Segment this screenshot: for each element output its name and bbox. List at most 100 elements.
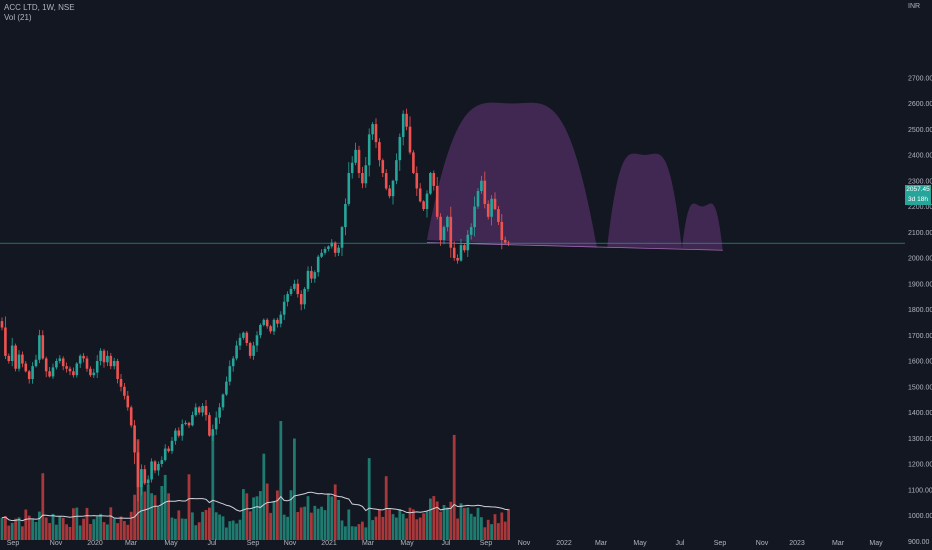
volume-bar xyxy=(313,505,317,540)
volume-bar xyxy=(95,516,99,540)
currency-label: INR xyxy=(908,3,921,10)
candle-body xyxy=(446,216,449,228)
time-tick-label: Nov xyxy=(284,540,297,547)
candle-body xyxy=(133,425,136,453)
time-tick-label: Sep xyxy=(480,540,493,547)
volume-bar xyxy=(507,508,510,540)
candle-body xyxy=(116,361,119,380)
candle-body xyxy=(476,191,480,207)
volume-bar xyxy=(395,517,398,540)
candle-body xyxy=(347,173,351,204)
candle-body xyxy=(4,327,7,356)
volume-bar xyxy=(58,516,62,540)
volume-bar xyxy=(48,523,51,540)
volume-bar xyxy=(174,518,177,540)
candle-body xyxy=(320,252,323,257)
volume-bar xyxy=(469,513,473,540)
volume-moving-average-line xyxy=(1,491,509,522)
candle-body xyxy=(418,188,422,202)
volume-bar xyxy=(262,453,266,540)
volume-bar xyxy=(435,501,439,540)
volume-bar xyxy=(129,511,133,540)
candle-body xyxy=(106,355,109,363)
candle-body xyxy=(143,469,147,484)
time-axis[interactable]: Sep Nov 2020 Mar May Jul Sep Nov 2021 Mar May Jul Se… xyxy=(7,540,883,547)
candle-body xyxy=(299,294,303,305)
volume-bar xyxy=(473,516,476,540)
volume-bar xyxy=(242,489,245,540)
volume-bar xyxy=(211,432,215,540)
volume-bar xyxy=(398,508,402,540)
volume-bar xyxy=(248,511,252,540)
volume-bar xyxy=(371,520,374,540)
volume-histogram xyxy=(0,421,510,540)
candle-body xyxy=(480,180,483,192)
candle-body xyxy=(381,160,385,174)
candle-body xyxy=(469,227,473,235)
symbol-title[interactable]: ACC LTD, 1W, NSE xyxy=(4,3,75,12)
volume-bar xyxy=(225,527,228,540)
volume-bar xyxy=(55,524,58,540)
price-tick-label: 2200.00 xyxy=(908,204,932,211)
volume-bar xyxy=(354,526,357,540)
volume-bar xyxy=(204,509,208,540)
volume-bar xyxy=(279,421,283,540)
price-tick-label: 1800.00 xyxy=(908,307,932,314)
candle-body xyxy=(442,227,446,240)
candle-body xyxy=(429,173,432,194)
candle-body xyxy=(211,429,215,436)
candle-body xyxy=(95,361,99,373)
volume-bar xyxy=(123,521,126,540)
price-axis[interactable]: 800.00900.001000.001100.001200.001300.00… xyxy=(908,75,932,550)
candle-body xyxy=(72,371,75,376)
volume-bar xyxy=(194,525,198,540)
candle-body xyxy=(34,359,38,367)
candle-body xyxy=(112,361,116,367)
volume-indicator-label[interactable]: Vol (21) xyxy=(4,13,32,22)
volume-bar xyxy=(82,518,85,540)
volume-bar xyxy=(337,499,340,540)
candle-body xyxy=(163,448,167,461)
volume-bar xyxy=(449,501,453,540)
volume-bar xyxy=(41,473,45,540)
candle-body xyxy=(507,242,510,244)
volume-bar xyxy=(157,507,160,540)
volume-bar xyxy=(439,511,442,540)
volume-bar xyxy=(245,493,249,540)
candle-body xyxy=(425,193,429,210)
candle-body xyxy=(92,372,96,376)
volume-bar xyxy=(119,516,123,540)
pattern-head-shape xyxy=(427,102,597,248)
candle-body xyxy=(350,162,354,174)
time-tick-label: Jul xyxy=(442,540,451,547)
volume-bar xyxy=(286,516,289,540)
candle-body xyxy=(235,345,238,359)
volume-bar xyxy=(44,517,48,540)
volume-bar xyxy=(357,524,361,540)
candle-body xyxy=(153,461,157,471)
candle-body xyxy=(41,335,45,359)
volume-bar xyxy=(72,508,75,540)
volume-bar xyxy=(480,517,483,540)
price-tick-label: 1400.00 xyxy=(908,410,932,417)
time-tick-label: May xyxy=(869,540,883,547)
candle-body xyxy=(238,337,242,346)
candle-body xyxy=(157,464,160,471)
volume-bar xyxy=(61,517,65,540)
volume-bar xyxy=(112,518,116,540)
volume-bar xyxy=(364,527,368,540)
time-tick-label: 2023 xyxy=(789,540,805,547)
candle-body xyxy=(204,406,208,416)
volume-bar xyxy=(126,524,130,540)
candle-body xyxy=(225,381,228,395)
candle-body xyxy=(432,173,436,186)
candle-body xyxy=(248,342,252,356)
price-tick-label: 2000.00 xyxy=(908,256,932,263)
candle-body xyxy=(78,355,82,364)
last-price-value: 2057.45 xyxy=(906,186,930,193)
volume-bar xyxy=(34,522,38,540)
volume-bar xyxy=(255,496,259,540)
volume-bar xyxy=(153,495,157,540)
volume-bar xyxy=(228,521,232,540)
